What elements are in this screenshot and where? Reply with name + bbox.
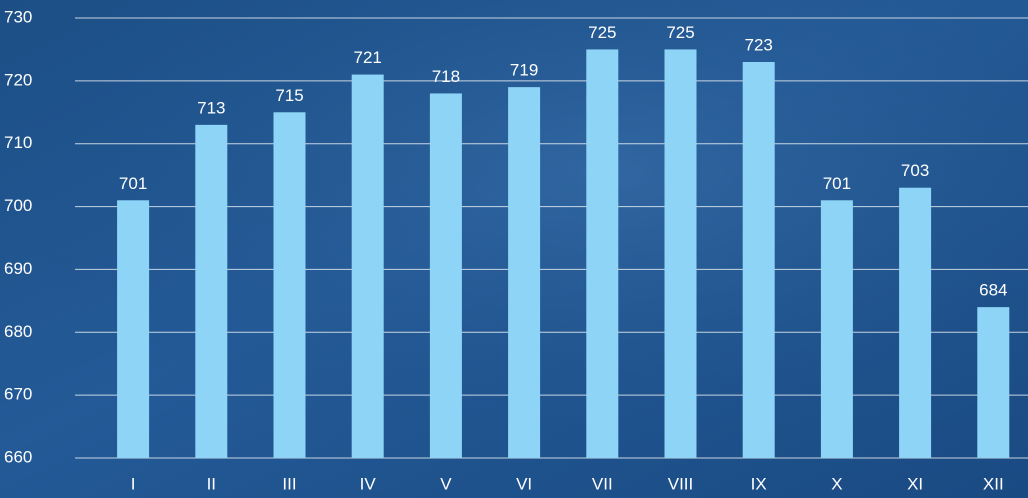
x-tick-label: III <box>282 474 296 493</box>
x-tick-label: II <box>207 474 216 493</box>
y-tick-label: 700 <box>4 196 32 215</box>
bar <box>117 200 149 458</box>
value-label: 715 <box>275 86 303 105</box>
x-tick-label: IV <box>360 474 377 493</box>
value-label: 703 <box>901 161 929 180</box>
x-tick-label: X <box>831 474 842 493</box>
bar <box>430 93 462 458</box>
bar <box>352 75 384 458</box>
value-label: 721 <box>354 48 382 67</box>
value-label: 701 <box>119 174 147 193</box>
x-tick-label: IX <box>751 474 767 493</box>
bar <box>821 200 853 458</box>
bar <box>274 112 306 458</box>
y-tick-label: 710 <box>4 133 32 152</box>
value-label: 684 <box>979 281 1007 300</box>
bar <box>899 188 931 458</box>
value-label: 723 <box>745 35 773 54</box>
value-label: 725 <box>666 23 694 42</box>
x-tick-label: I <box>131 474 136 493</box>
y-tick-label: 670 <box>4 385 32 404</box>
bar <box>195 125 227 458</box>
x-tick-label: XII <box>983 474 1004 493</box>
x-tick-label: VIII <box>668 474 694 493</box>
value-label: 718 <box>432 67 460 86</box>
value-label: 725 <box>588 23 616 42</box>
value-label: 713 <box>197 98 225 117</box>
bar <box>665 49 697 458</box>
y-tick-label: 660 <box>4 447 32 466</box>
x-tick-label: XI <box>907 474 923 493</box>
value-label: 701 <box>823 174 851 193</box>
bar <box>508 87 540 458</box>
bar <box>743 62 775 458</box>
x-tick-label: VII <box>592 474 613 493</box>
bar <box>586 49 618 458</box>
y-tick-label: 720 <box>4 70 32 89</box>
value-label: 719 <box>510 61 538 80</box>
x-tick-label: V <box>440 474 452 493</box>
y-tick-label: 690 <box>4 259 32 278</box>
y-tick-label: 680 <box>4 322 32 341</box>
y-tick-label: 730 <box>4 7 32 26</box>
page: {"chart_data": {"type": "bar", "categori… <box>0 0 1028 498</box>
chart: 660 670 680 690 700 710 720 730 701 I 713 II 715 III 7… <box>0 0 1028 498</box>
bar <box>977 307 1009 458</box>
x-tick-label: VI <box>516 474 532 493</box>
